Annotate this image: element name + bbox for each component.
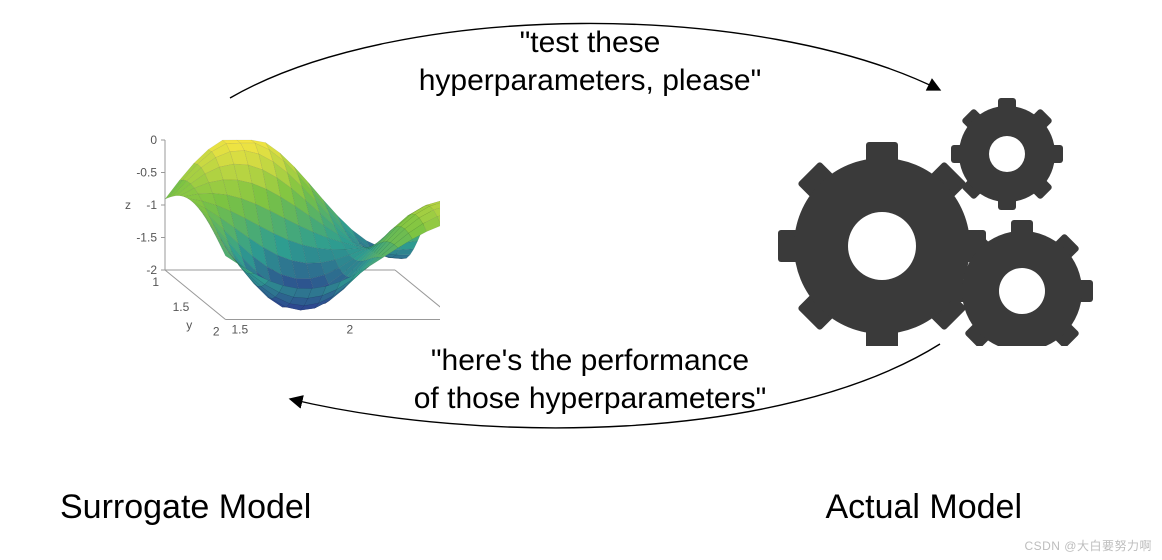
surrogate-model-label: Surrogate Model xyxy=(60,488,311,527)
svg-text:0: 0 xyxy=(150,133,157,147)
svg-text:-0.5: -0.5 xyxy=(136,166,157,180)
watermark-text: CSDN @大白要努力啊 xyxy=(1024,537,1152,554)
bottom-caption-line2: of those hyperparameters" xyxy=(414,382,767,415)
svg-text:-1: -1 xyxy=(146,198,157,212)
svg-text:z: z xyxy=(125,198,131,212)
diagram-canvas: "test these hyperparameters, please" 0 -0… xyxy=(0,0,1162,560)
svg-text:2: 2 xyxy=(213,325,220,339)
svg-text:1.5: 1.5 xyxy=(173,300,190,314)
svg-text:-1.5: -1.5 xyxy=(136,231,157,245)
actual-model-label: Actual Model xyxy=(825,488,1022,527)
svg-text:1: 1 xyxy=(152,275,159,289)
top-caption-line1: "test these xyxy=(520,26,661,59)
svg-text:1.5: 1.5 xyxy=(232,323,249,337)
top-caption-line2: hyperparameters, please" xyxy=(419,64,762,97)
bottom-caption: "here's the performance of those hyperpa… xyxy=(340,342,840,417)
svg-text:y: y xyxy=(186,318,192,332)
top-caption: "test these hyperparameters, please" xyxy=(340,24,840,99)
bottom-caption-line1: "here's the performance xyxy=(431,344,749,377)
actual-model-gears-icon xyxy=(777,96,1107,346)
